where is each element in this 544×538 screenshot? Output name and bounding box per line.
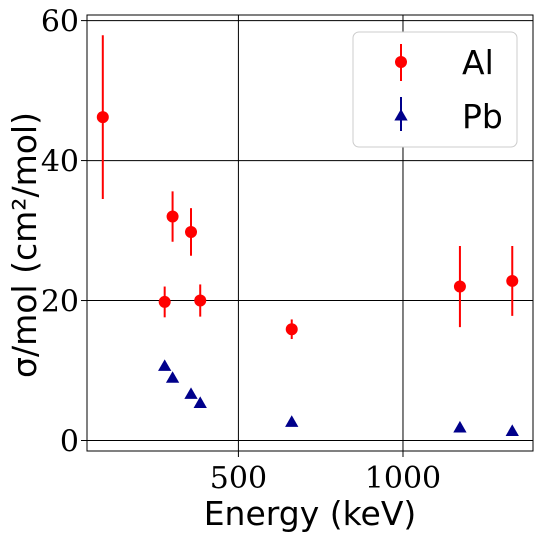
data-point-al xyxy=(96,111,109,124)
legend-al-circle xyxy=(395,56,407,68)
legend-box xyxy=(352,31,518,148)
legend-pb-triangle xyxy=(394,109,408,121)
data-point-al xyxy=(194,294,207,307)
data-point-al xyxy=(285,323,298,336)
y-tick-label: 60 xyxy=(41,5,79,40)
plot-frame xyxy=(86,14,534,452)
data-point-pb xyxy=(158,359,172,371)
data-point-al xyxy=(453,280,466,293)
data-point-pb xyxy=(453,420,467,433)
x-tick-label: 500 xyxy=(210,461,267,496)
x-tick-label: 1000 xyxy=(365,461,441,496)
data-point-pb xyxy=(505,424,519,436)
data-point-pb xyxy=(193,396,207,408)
legend-pb-marker xyxy=(394,97,408,131)
y-tick-label: 20 xyxy=(41,285,79,320)
plot-area xyxy=(96,35,519,436)
tick-labels: 500 1000 0 20 40 60 xyxy=(41,5,441,496)
data-point-al xyxy=(506,274,519,287)
data-point-al xyxy=(158,295,171,308)
legend-al-marker xyxy=(395,44,407,81)
data-point-al xyxy=(185,225,198,238)
y-axis-label: σ/mol (cm²/mol) xyxy=(5,112,44,378)
series-pb xyxy=(158,359,519,436)
data-point-al xyxy=(166,210,179,223)
series-al xyxy=(96,35,519,340)
legend-al-label: Al xyxy=(462,43,494,82)
legend-pb-label: Pb xyxy=(462,97,503,136)
y-tick-label: 40 xyxy=(41,145,79,180)
y-tick-label: 0 xyxy=(60,425,79,460)
data-point-pb xyxy=(285,415,299,427)
x-axis-label: Energy (keV) xyxy=(204,494,417,533)
legend: Al Pb xyxy=(352,31,518,148)
data-point-pb xyxy=(184,387,198,399)
data-point-pb xyxy=(165,371,180,383)
